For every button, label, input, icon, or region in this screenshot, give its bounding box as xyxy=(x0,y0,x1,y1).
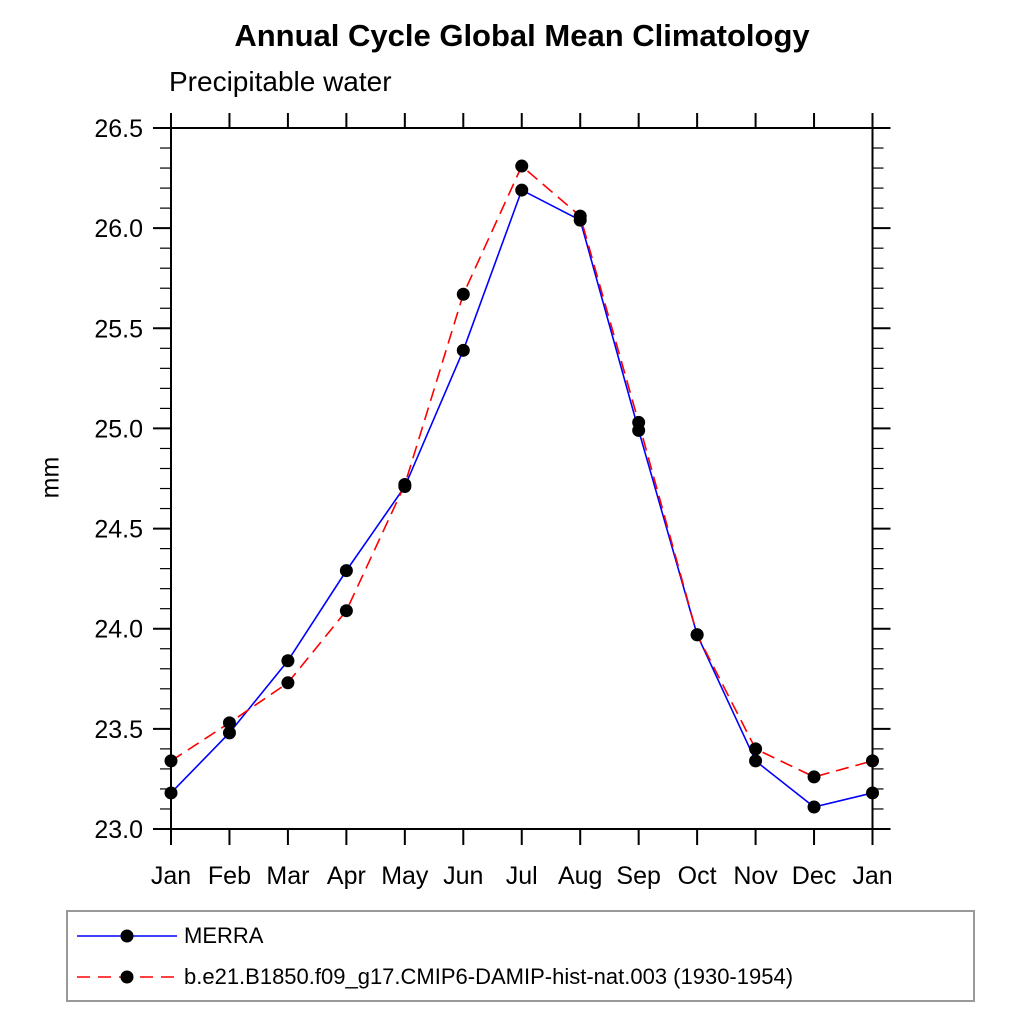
data-point-series-1 xyxy=(398,478,412,492)
chart-subtitle: Precipitable water xyxy=(169,66,392,97)
data-point-series-0 xyxy=(222,726,236,740)
data-point-series-0 xyxy=(164,786,178,800)
data-point-series-0 xyxy=(456,343,470,357)
data-point-series-1 xyxy=(339,604,353,618)
plot-frame xyxy=(170,127,874,830)
legend: MERRA b.e21.B1850.f09_g17.CMIP6-DAMIP-hi… xyxy=(66,910,975,1002)
x-tick-label: Mar xyxy=(266,862,309,890)
y-tick-label: 23.5 xyxy=(94,716,143,744)
data-point-series-0 xyxy=(281,654,295,668)
x-tick-label: Oct xyxy=(678,862,717,890)
legend-marker-icon xyxy=(120,929,134,942)
y-tick-label: 26.5 xyxy=(94,115,143,143)
x-tick-label: Jul xyxy=(506,862,538,890)
x-tick-label: Apr xyxy=(327,862,366,890)
x-tick-label: Aug xyxy=(558,862,602,890)
legend-item-merra: MERRA xyxy=(72,915,973,956)
data-point-series-1 xyxy=(573,209,587,223)
x-tick-label: Feb xyxy=(208,862,251,890)
x-tick-label: Jan xyxy=(852,862,892,890)
data-point-series-1 xyxy=(222,716,236,730)
data-point-series-1 xyxy=(281,676,295,690)
data-point-series-0 xyxy=(807,800,821,814)
x-tick-label: Jan xyxy=(151,862,191,890)
data-point-series-1 xyxy=(515,159,529,173)
data-point-series-0 xyxy=(866,786,879,800)
y-tick-label: 24.5 xyxy=(94,516,143,544)
series-line-0 xyxy=(170,188,873,808)
y-tick-label: 24.0 xyxy=(94,616,143,644)
legend-label-model: b.e21.B1850.f09_g17.CMIP6-DAMIP-hist-nat… xyxy=(184,963,794,989)
chart-title: Annual Cycle Global Mean Climatology xyxy=(234,18,810,53)
y-tick-label: 23.0 xyxy=(94,816,143,844)
y-tick-label: 25.0 xyxy=(94,415,143,443)
series-line-1 xyxy=(170,164,873,778)
data-point-series-0 xyxy=(515,183,529,197)
data-point-series-0 xyxy=(339,564,353,578)
data-point-series-1 xyxy=(749,742,763,756)
data-point-series-1 xyxy=(807,770,821,784)
data-point-series-1 xyxy=(690,628,704,642)
legend-dashed-line-sample xyxy=(77,970,177,983)
x-tick-label: Sep xyxy=(616,862,660,890)
legend-item-model: b.e21.B1850.f09_g17.CMIP6-DAMIP-hist-nat… xyxy=(72,956,973,997)
legend-marker-icon xyxy=(120,970,134,983)
legend-solid-line-sample xyxy=(77,929,177,942)
x-tick-label: Nov xyxy=(733,862,778,890)
x-tick-label: May xyxy=(381,862,429,890)
data-point-series-1 xyxy=(164,754,178,768)
x-tick-label: Dec xyxy=(792,862,836,890)
data-point-series-1 xyxy=(866,754,879,768)
legend-label-merra: MERRA xyxy=(184,922,264,948)
data-point-series-1 xyxy=(632,415,646,429)
y-tick-label: 25.5 xyxy=(94,315,143,343)
x-tick-label: Jun xyxy=(443,862,483,890)
y-axis-title: mm xyxy=(36,456,65,499)
data-point-series-0 xyxy=(749,754,763,768)
y-tick-label: 26.0 xyxy=(94,215,143,243)
data-point-series-1 xyxy=(456,287,470,301)
